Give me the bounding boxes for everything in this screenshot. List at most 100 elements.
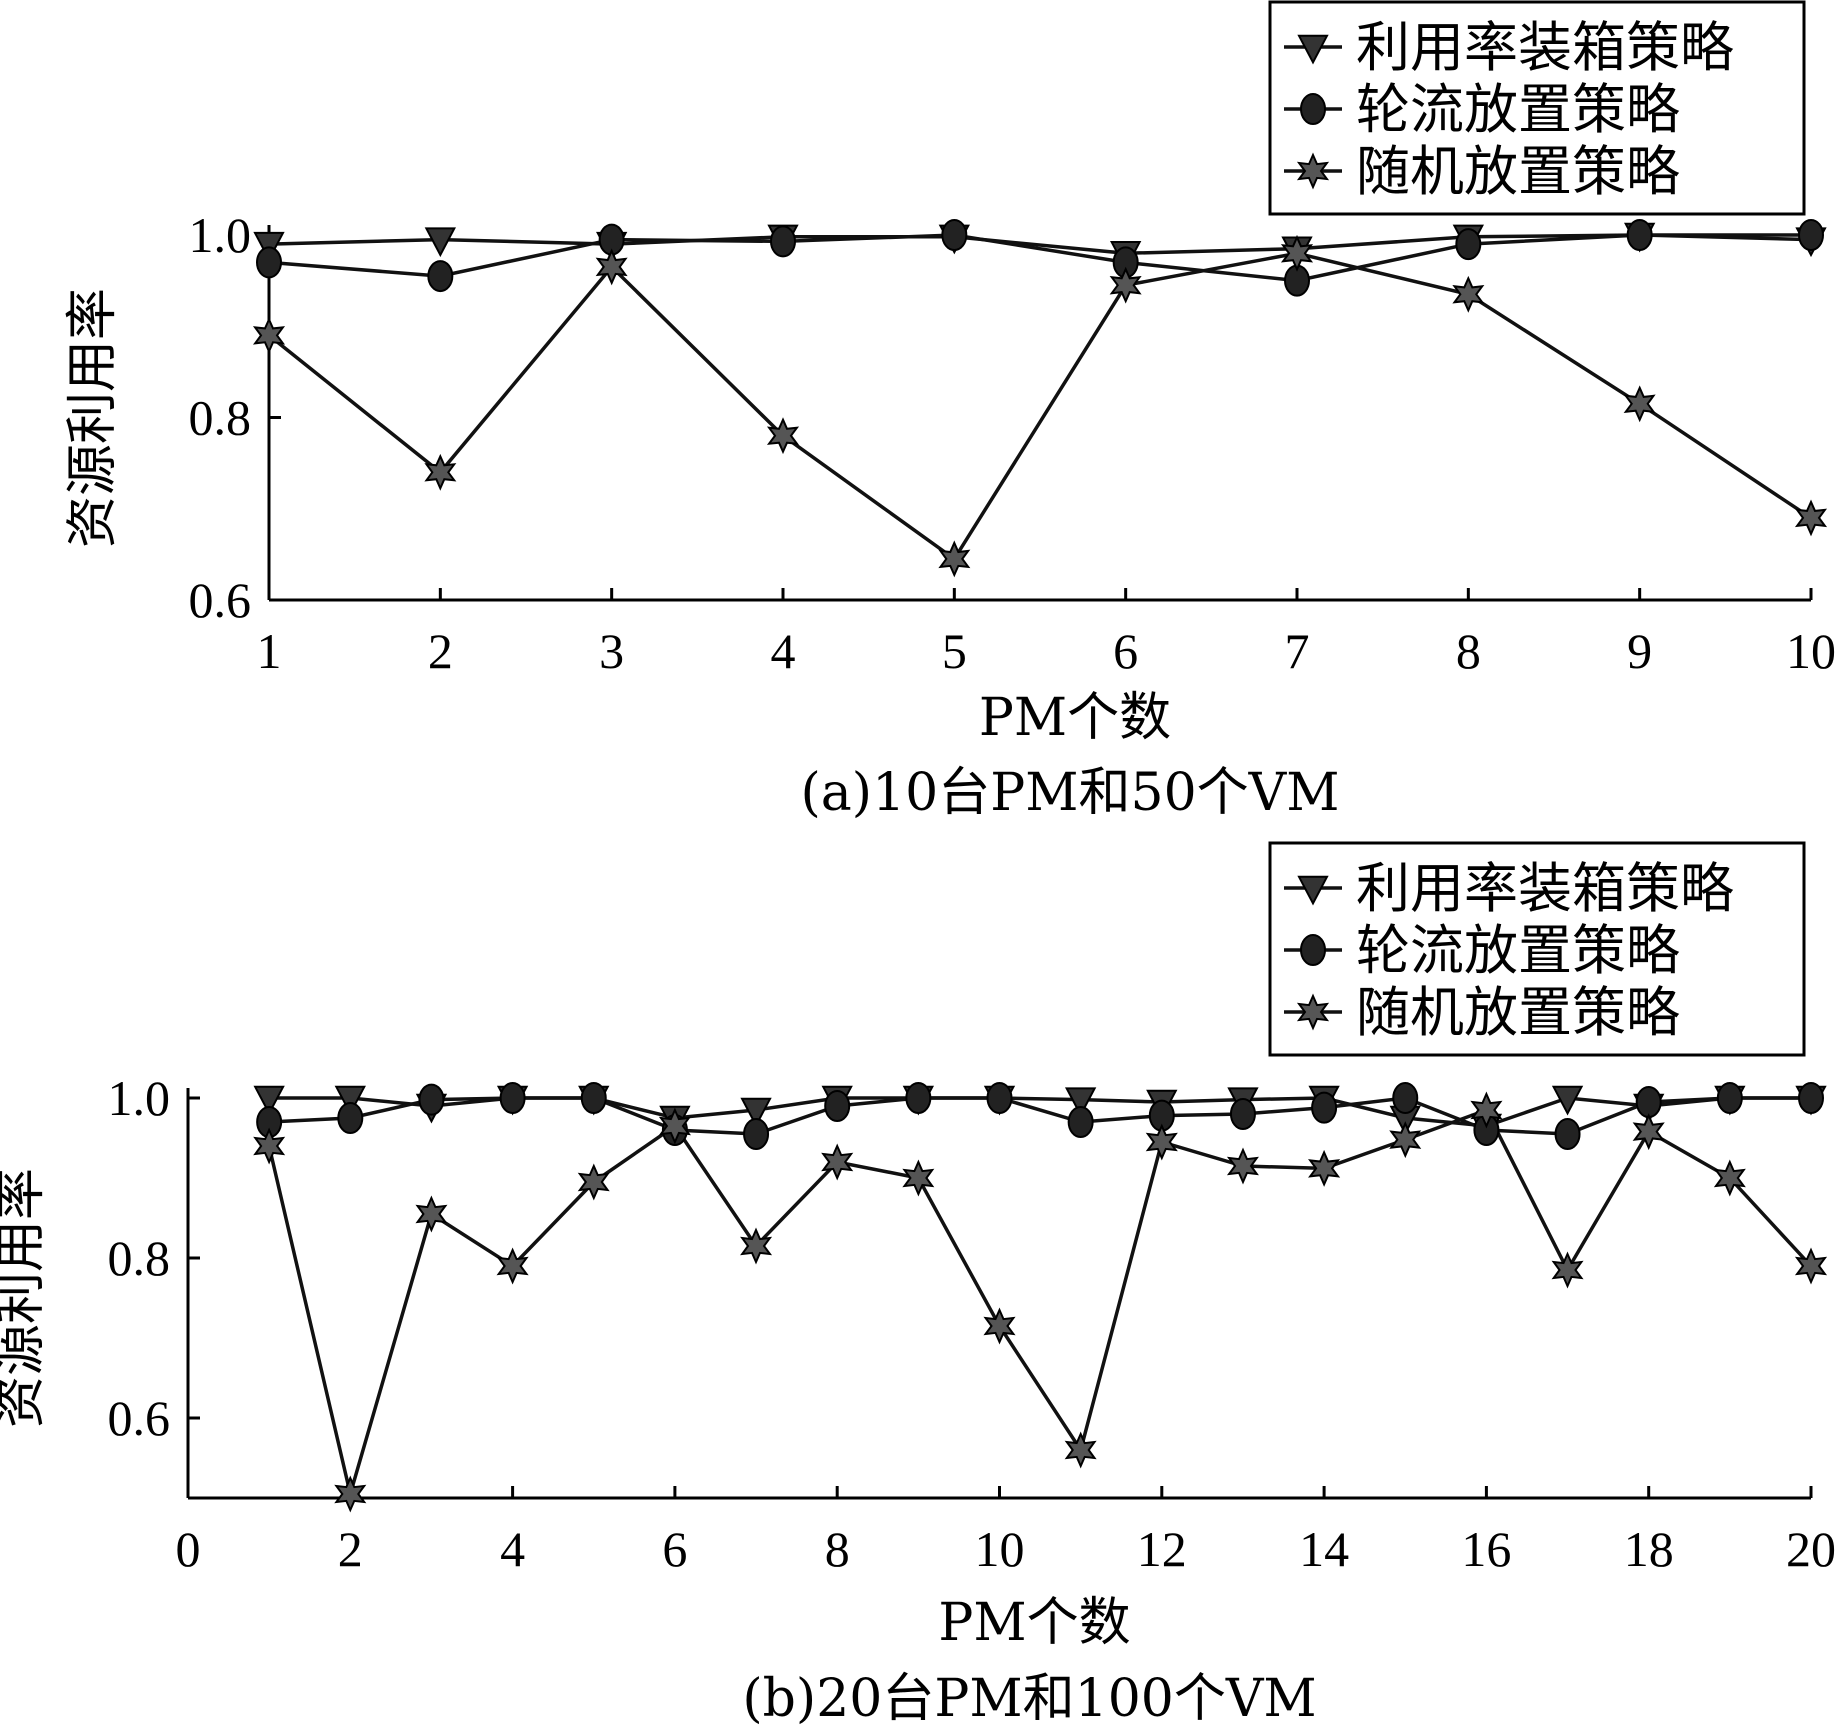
legend-marker [1297, 34, 1329, 65]
x-tick-label: 4 [500, 1521, 525, 1577]
legend-item: 利用率装箱策略 [1284, 16, 1734, 79]
data-point-circ [337, 1102, 364, 1134]
data-point-circ [1392, 1082, 1419, 1114]
x-tick-label: 7 [1285, 623, 1310, 679]
data-point-star [740, 1227, 773, 1265]
chart-caption: (b)20台PM和100个VM [742, 1669, 1316, 1729]
data-point-circ [1798, 1082, 1824, 1114]
series-markers-tri [253, 1085, 1827, 1144]
data-point-star [1145, 1123, 1178, 1161]
series-line [267, 251, 1812, 562]
data-point-circ [1716, 1082, 1743, 1114]
data-point-circ [1067, 1106, 1094, 1138]
data-point-circ [418, 1083, 445, 1116]
data-point-circ [580, 1082, 607, 1114]
data-point-circ [427, 260, 454, 293]
data-point-star [658, 1107, 691, 1145]
data-point-star [595, 248, 628, 286]
data-point-star [1389, 1121, 1422, 1159]
legend-label: 随机放置策略 [1356, 981, 1680, 1044]
data-point-star [1794, 1247, 1828, 1285]
series-circ [268, 233, 1811, 283]
data-point-star [902, 1159, 935, 1197]
series-line [268, 233, 1812, 256]
x-axis-title: PM个数 [938, 1593, 1130, 1653]
data-point-star [1623, 385, 1656, 423]
x-tick-label: 0 [176, 1521, 201, 1577]
series-line [267, 1107, 1813, 1501]
y-tick-label: 0.8 [189, 390, 252, 446]
y-tick-label: 0.8 [108, 1230, 171, 1286]
legend-marker [1300, 934, 1326, 966]
data-point-circ [1554, 1118, 1581, 1150]
data-point-star [1632, 1113, 1665, 1151]
legend-item: 利用率装箱策略 [1284, 857, 1734, 920]
series-tri [268, 233, 1812, 256]
data-point-star [424, 453, 457, 491]
data-point-star [1452, 275, 1485, 313]
series-markers-star [253, 1091, 1828, 1513]
data-point-star [1794, 499, 1828, 537]
data-point-tri [740, 1097, 772, 1128]
data-point-star [1226, 1147, 1259, 1185]
data-point-tri [334, 1085, 366, 1116]
legend-label: 利用率装箱策略 [1356, 857, 1734, 920]
series-markers-circ [256, 219, 1824, 297]
data-point-tri [1551, 1085, 1584, 1116]
data-point-circ [1798, 219, 1824, 251]
data-point-circ [743, 1118, 770, 1150]
legend-label: 轮流放置策略 [1356, 78, 1680, 141]
data-point-star [1280, 234, 1314, 272]
data-point-tri [253, 1085, 285, 1116]
series-markers-circ [256, 1082, 1824, 1150]
series-line [269, 1096, 1811, 1136]
y-tick-label: 0.6 [108, 1390, 171, 1446]
x-tick-label: 10 [975, 1521, 1025, 1577]
legend-marker [1300, 93, 1326, 125]
data-point-circ [770, 225, 796, 258]
legend-item: 随机放置策略 [1284, 140, 1680, 203]
x-tick-label: 14 [1299, 1521, 1349, 1577]
x-tick-label: 20 [1786, 1521, 1836, 1577]
legend-label: 随机放置策略 [1356, 140, 1680, 203]
x-tick-label: 16 [1461, 1521, 1511, 1577]
x-tick-label: 4 [771, 623, 796, 679]
chart-panel-a: 1 2 3 4 5 6 7 8 9 10 0.6 0.8 1.0 资源利用率 PM个数 (a)10台PM和50… [63, 0, 1836, 823]
chart-caption: (a)10台PM和50个VM [801, 763, 1340, 823]
x-tick-label: 3 [599, 623, 624, 679]
data-point-circ [824, 1090, 851, 1122]
data-point-star [821, 1143, 854, 1181]
data-point-star [415, 1195, 448, 1233]
data-point-star [766, 417, 800, 455]
data-point-circ [1455, 228, 1482, 261]
data-point-star [496, 1247, 529, 1285]
data-point-circ [1626, 219, 1653, 251]
x-tick-label: 1 [257, 623, 282, 679]
x-tick-label: 10 [1786, 623, 1836, 679]
x-tick-label: 5 [942, 623, 967, 679]
data-point-circ [905, 1082, 932, 1114]
data-point-star [253, 1127, 286, 1165]
legend-item: 随机放置策略 [1284, 981, 1680, 1044]
legend-marker [1296, 152, 1330, 190]
data-point-circ [941, 219, 968, 251]
data-point-tri [1064, 1087, 1097, 1118]
x-tick-label: 8 [825, 1521, 850, 1577]
data-point-star [938, 540, 971, 578]
x-tick-label: 2 [338, 1521, 363, 1577]
y-tick-label: 0.6 [189, 572, 252, 628]
data-point-star [1308, 1149, 1341, 1187]
legend-marker [1297, 875, 1329, 906]
data-point-star [334, 1475, 367, 1513]
x-tick-label: 6 [662, 1521, 687, 1577]
x-tick-label: 8 [1456, 623, 1481, 679]
data-point-circ [1229, 1098, 1256, 1130]
legend-label: 轮流放置策略 [1356, 919, 1680, 982]
data-point-circ [1635, 1086, 1662, 1118]
data-point-star [252, 316, 286, 354]
data-point-star [983, 1307, 1016, 1345]
data-point-star [1551, 1251, 1584, 1289]
legend-label: 利用率装箱策略 [1356, 16, 1734, 79]
